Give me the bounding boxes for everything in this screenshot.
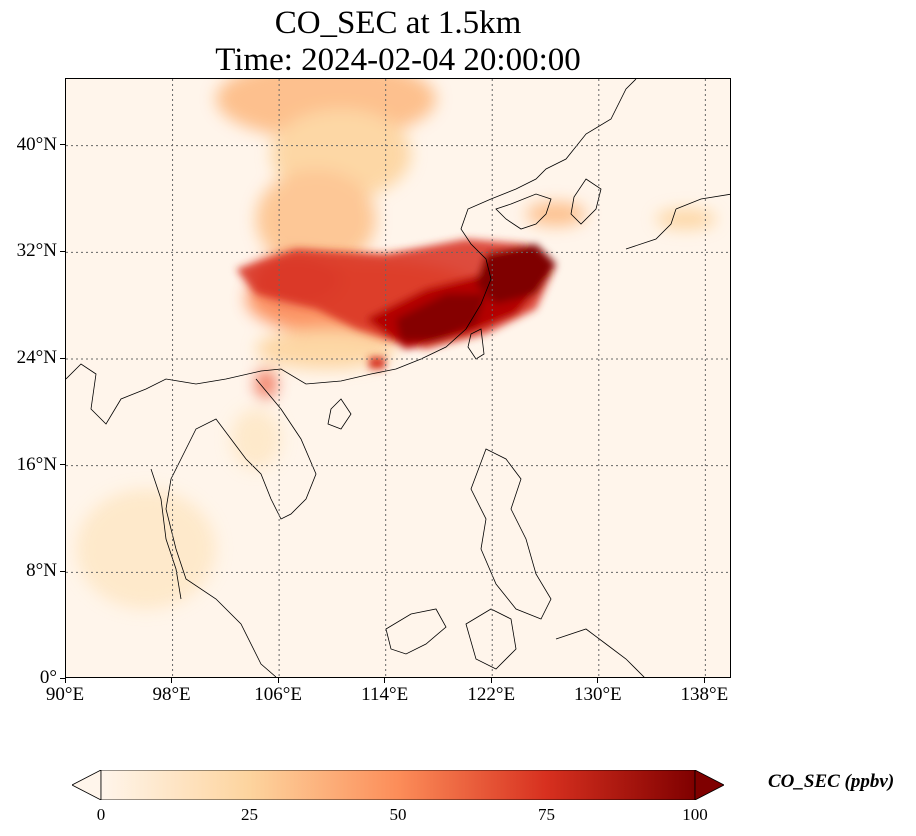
colorbar-tick-label: 50 <box>389 805 407 824</box>
x-tick-label: 90°E <box>45 684 85 705</box>
y-tick-mark <box>60 250 65 252</box>
colorbar-tick-label: 0 <box>96 805 106 824</box>
coastlines <box>66 79 730 677</box>
x-tick-mark <box>171 678 173 683</box>
y-tick-label: 40°N <box>16 133 57 155</box>
colorbar-gradient <box>71 769 725 801</box>
map-panel <box>65 78 731 678</box>
map-canvas <box>66 79 730 677</box>
y-tick-label: 16°N <box>16 453 57 475</box>
y-tick-mark <box>60 144 65 146</box>
x-tick-label: 98°E <box>152 684 191 705</box>
y-tick-label: 0° <box>39 667 57 688</box>
x-tick-label: 106°E <box>254 684 302 705</box>
map-timestamp: Time: 2024-02-04 20:00:00 <box>215 42 581 78</box>
colorbar <box>71 769 725 801</box>
colorbar-title: CO_SEC (ppbv) <box>768 771 895 792</box>
gridlines <box>66 79 730 677</box>
colorbar-tick-label: 100 <box>682 805 708 824</box>
x-tick-mark <box>703 678 705 683</box>
y-tick-mark <box>60 464 65 466</box>
y-tick-mark <box>60 677 65 679</box>
x-tick-label: 130°E <box>573 684 622 705</box>
concentration-field <box>76 79 716 609</box>
x-tick-mark <box>490 678 492 683</box>
map-title: CO_SEC at 1.5km <box>274 5 522 41</box>
x-tick-mark <box>384 678 386 683</box>
y-tick-mark <box>60 570 65 572</box>
colorbar-tick-label: 75 <box>538 805 555 824</box>
x-tick-mark <box>597 678 599 683</box>
y-tick-mark <box>60 357 65 359</box>
x-tick-label: 114°E <box>361 684 409 705</box>
x-tick-mark <box>277 678 279 683</box>
x-tick-label: 138°E <box>680 684 729 705</box>
x-tick-label: 122°E <box>467 684 516 705</box>
colorbar-tick-label: 25 <box>241 805 258 824</box>
y-tick-label: 8°N <box>26 560 57 582</box>
x-tick-mark <box>64 678 66 683</box>
y-tick-label: 32°N <box>16 240 57 262</box>
y-tick-label: 24°N <box>16 347 57 368</box>
